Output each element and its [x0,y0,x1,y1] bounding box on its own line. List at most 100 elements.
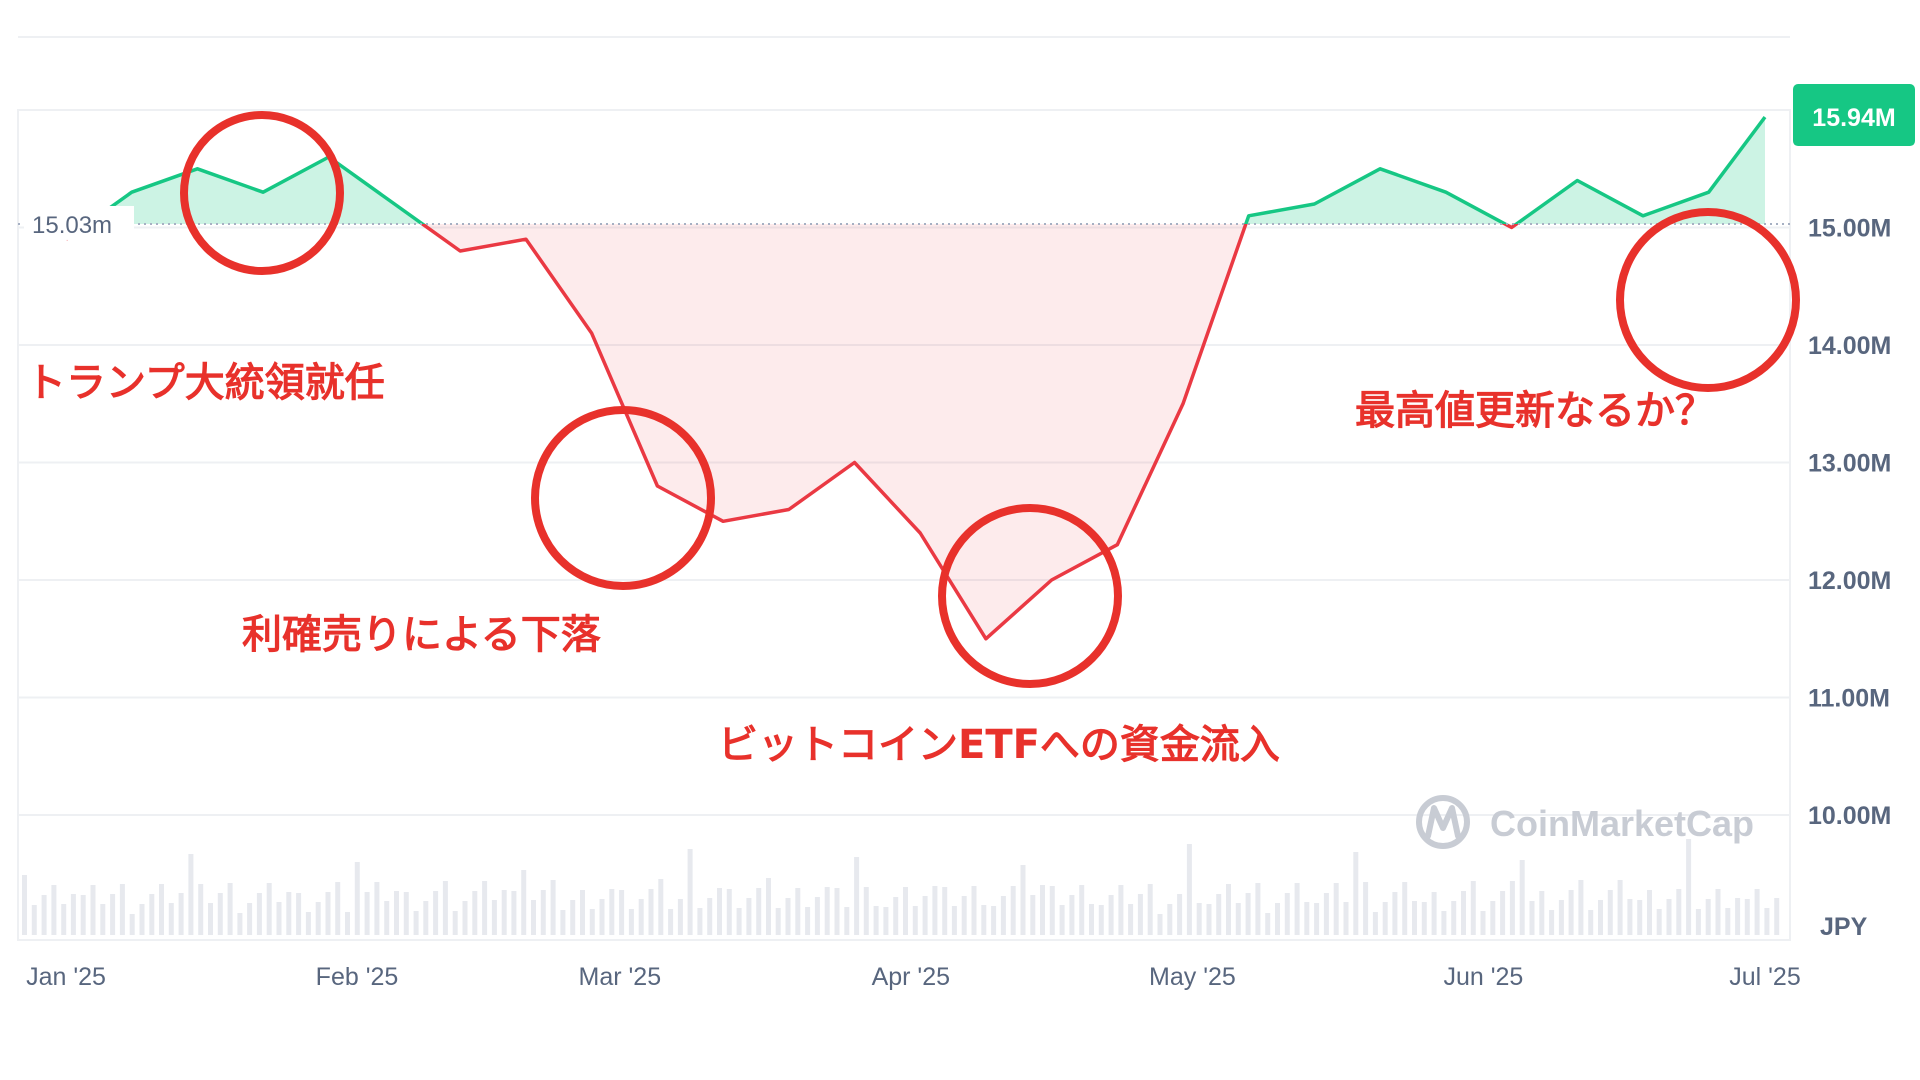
x-axis: Jan '25 Feb '25 Mar '25 Apr '25 May '25 Jun '… [26,963,1801,991]
volume-bar [364,892,370,935]
volume-bar [736,908,742,935]
x-tick-label: Apr '25 [872,963,950,991]
volume-bar [1735,898,1741,935]
volume-bar [1744,899,1750,935]
volume-bar [1402,882,1408,935]
volume-bar [1098,905,1104,935]
volume-bar [80,895,86,935]
annotation-label: 最高値更新なるか？ [1355,388,1715,434]
volume-bar [1323,893,1329,935]
volume-bar [1421,902,1427,935]
volume-bar [1725,908,1731,935]
volume-bar [31,905,37,935]
volume-bar [756,888,762,935]
volume-bar [1509,881,1515,935]
annotation-label: ビットコインETFへの資金流入 [718,722,1280,768]
volume-bar [1764,908,1770,935]
volume-bar [1030,895,1036,935]
volume-bar [697,908,703,935]
y-tick-label: 11.00M [1808,685,1890,713]
volume-bar [668,909,674,935]
volume-bar [1754,889,1760,935]
volume-bar [1167,904,1173,935]
price-area [66,117,1765,639]
y-tick-label: 12.00M [1808,567,1891,595]
volume-bar [1598,900,1603,935]
volume-bar [971,886,977,935]
volume-bar [384,901,390,935]
volume-bar [149,894,155,935]
volume-bar [1314,903,1320,935]
area-above-baseline [66,117,1765,224]
volume-bar [139,904,145,935]
current-price-badge: 15.94M [1793,84,1915,147]
volume-bar [198,884,204,935]
volume-bar [912,906,918,935]
volume-bar [1059,905,1065,935]
volume-bar [1010,886,1016,935]
volume-bar [286,892,292,935]
volume-bar [1147,884,1153,935]
volume-bar [1607,890,1613,935]
volume-bar [1637,900,1643,935]
annotation-circle [531,406,715,590]
volume-bar [1000,896,1006,935]
volume-bar [932,886,938,935]
series-line-up [84,116,1767,224]
volume-bar [1069,895,1075,935]
volume-bar [1647,890,1652,935]
y-tick-label: 14.00M [1808,332,1891,360]
volume-bar [883,907,889,935]
volume-bar [305,912,311,935]
grid-lines [17,36,1791,941]
volume-bar [266,883,272,935]
volume-bar [687,849,693,935]
annotation-circle [1616,208,1800,392]
volume-bar [717,888,722,935]
volume-bar [1441,911,1447,935]
volume-bar [345,912,350,935]
coinmarketcap-watermark: CoinMarketCap [1416,795,1754,849]
volume-bar [1275,903,1280,935]
x-tick-label: May '25 [1149,963,1236,991]
volume-bar [1705,899,1711,935]
volume-bar [1392,892,1398,935]
x-tick-label: Feb '25 [316,963,399,991]
volume-bar [805,907,811,935]
volume-bar [1382,902,1388,935]
y-tick-label: 15.00M [1808,215,1891,243]
volume-bar [658,879,664,935]
volume-bar [521,870,527,935]
volume-bar [1412,901,1417,935]
volume-bar [1451,901,1457,935]
currency-unit-label: JPY [1820,913,1868,941]
volume-bar [775,908,781,935]
volume-bar [511,891,517,935]
price-line [64,116,1767,641]
volume-bar [217,893,223,935]
volume-bar [1549,910,1555,935]
volume-bar [462,901,468,935]
baseline-value: 15.03m [32,212,112,239]
volume-bar [1108,895,1114,935]
series-line-down [64,223,1520,641]
volume-bar [1539,891,1545,935]
volume-bar [168,903,174,935]
volume-bar [1627,899,1633,935]
volume-bar [1519,860,1525,935]
volume-bar [1079,885,1085,935]
volume-bar [247,903,253,935]
volume-bar [1128,904,1134,935]
volume-bar [863,887,869,935]
volume-bar [570,900,576,935]
volume-bar [1294,883,1300,935]
volume-bar [677,899,683,935]
volume-bar [491,900,497,935]
volume-bar [746,898,752,935]
annotation-label: トランプ大統領就任 [26,360,385,406]
volume-bar [580,890,585,935]
x-tick-label: Mar '25 [579,963,662,991]
volume-bar [1470,881,1476,935]
volume-bar [854,857,860,935]
